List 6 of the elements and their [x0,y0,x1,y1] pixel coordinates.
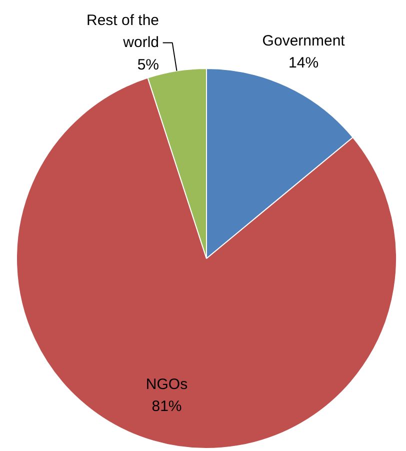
data-label: 14% [288,54,319,72]
slice-label: Government [262,32,346,50]
data-label: 81% [152,398,182,415]
slice-label: Rest of the world [86,12,160,52]
slice-label: NGOs [146,376,188,393]
data-label: 5% [137,56,160,74]
